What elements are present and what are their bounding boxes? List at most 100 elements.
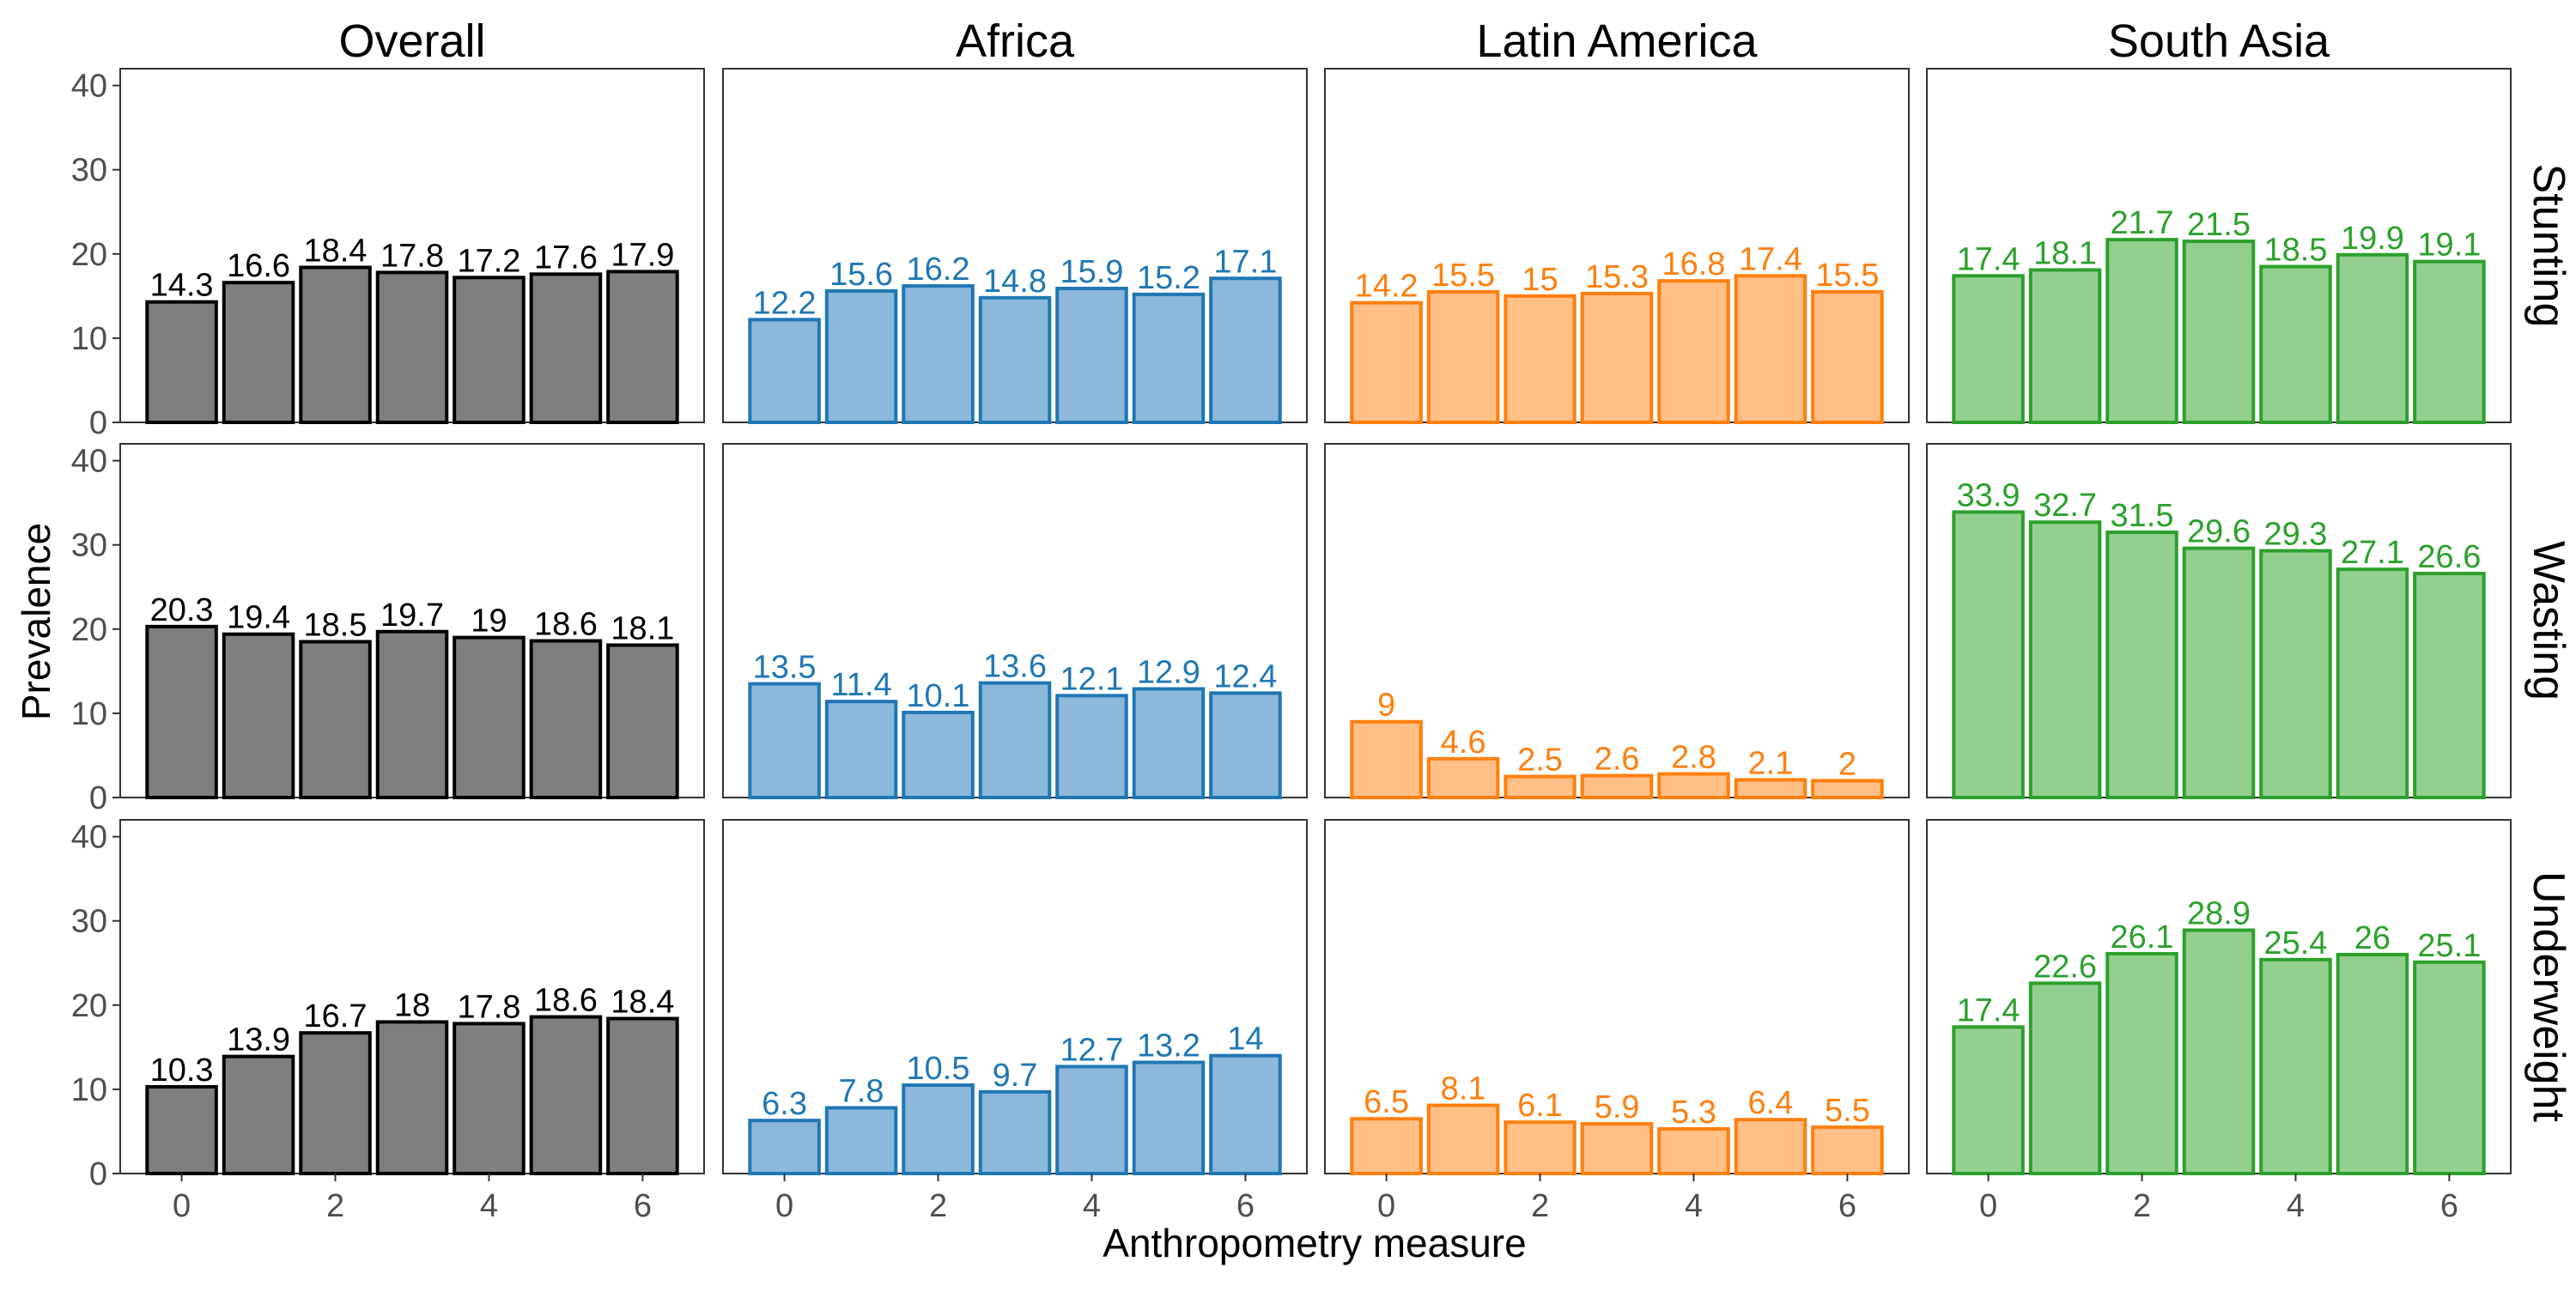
data-label: 6.3 [762,1086,807,1122]
data-label: 12.9 [1137,654,1200,690]
bar [2182,546,2256,800]
data-label: 25.1 [2417,928,2481,964]
x-tick-label: 2 [326,1188,344,1224]
y-tick-label: 30 [71,528,107,564]
data-label: 2.5 [1517,742,1563,778]
bar [1350,1117,1423,1175]
bar [2105,238,2178,424]
data-label: 19.4 [227,600,290,636]
bar [1657,279,1730,425]
facet-title-overall: Overall [338,15,485,67]
bar [299,1031,372,1175]
data-label: 13.6 [983,649,1047,685]
bar [2336,952,2409,1176]
data-label: 2.6 [1595,741,1640,777]
bar [145,300,218,424]
bar [1734,274,1807,425]
bar [2259,549,2332,799]
bar [375,629,449,799]
data-label: 19.7 [380,597,444,634]
data-label: 25.4 [2263,925,2327,961]
data-label: 15 [1522,262,1558,298]
data-label: 29.6 [2187,514,2251,550]
data-label: 13.5 [753,650,817,686]
data-label: 14.2 [1355,269,1419,305]
bar [1580,291,1654,424]
data-label: 31.5 [2111,498,2174,534]
facet-row-label-wasting: Wasting [2524,541,2573,701]
bar [606,643,679,800]
data-label: 18 [394,987,430,1023]
y-tick-label: 20 [71,237,107,273]
bar [978,681,1052,799]
bar [1426,1103,1500,1175]
bar [453,276,526,424]
data-label: 7.8 [839,1073,884,1109]
bar [1055,287,1128,424]
bar [145,624,218,799]
data-label: 17.8 [457,989,520,1025]
data-label: 26.6 [2417,539,2481,575]
y-tick-label: 10 [71,1072,107,1108]
data-label: 28.9 [2187,896,2251,932]
data-label: 17.9 [611,237,674,273]
bar [1055,1065,1128,1176]
data-label: 18.1 [611,610,674,646]
data-label: 19.9 [2341,221,2404,257]
data-label: 17.4 [1957,992,2020,1028]
data-label: 33.9 [1957,477,2020,513]
y-tick-label: 0 [89,405,107,441]
data-label: 11.4 [830,667,891,703]
bar [1504,1120,1577,1175]
bar [375,270,449,424]
bar [222,281,295,424]
data-label: 6.4 [1748,1085,1794,1121]
bar [1734,778,1807,800]
bar [529,1015,603,1175]
bar [1952,510,2025,799]
bar [1504,774,1577,800]
data-label: 14.3 [150,268,214,304]
bar [1811,779,1884,800]
data-label: 12.7 [1060,1032,1123,1068]
bar [902,284,975,425]
bar [1580,1122,1654,1175]
bar [1734,1118,1807,1175]
bar [1350,719,1423,800]
bar [606,1016,679,1175]
bar [2028,981,2102,1176]
data-label: 14 [1227,1022,1263,1058]
x-tick-label: 4 [480,1188,498,1224]
y-tick-label: 10 [71,696,107,732]
bar [1132,687,1206,800]
data-label: 14.8 [983,264,1047,300]
y-tick-label: 40 [71,820,107,856]
facet-title-latin-america: Latin America [1476,15,1758,67]
data-label: 18.4 [304,234,368,270]
data-label: 5.3 [1671,1095,1716,1131]
data-label: 15.5 [1815,258,1879,294]
bar [824,1106,898,1175]
facet-title-africa: Africa [956,15,1075,67]
data-label: 16.6 [227,248,290,284]
bar [748,682,821,799]
data-label: 26 [2354,920,2391,956]
facet-row-label-underweight: Underweight [2524,871,2573,1122]
bar [1504,294,1577,424]
data-label: 18.4 [611,985,674,1021]
bar [222,1054,295,1175]
bar [222,632,295,800]
data-label: 8.1 [1441,1071,1486,1107]
data-label: 19.1 [2417,227,2481,264]
data-label: 17.6 [534,240,598,276]
data-label: 20.3 [150,592,214,628]
bar [2182,928,2256,1175]
data-label: 21.7 [2111,205,2174,241]
x-tick-label: 4 [1083,1188,1101,1224]
data-label: 15.6 [829,257,893,293]
y-tick-label: 10 [71,321,107,357]
data-label: 19 [471,604,507,640]
bar [145,1084,218,1176]
bar [1350,300,1423,425]
